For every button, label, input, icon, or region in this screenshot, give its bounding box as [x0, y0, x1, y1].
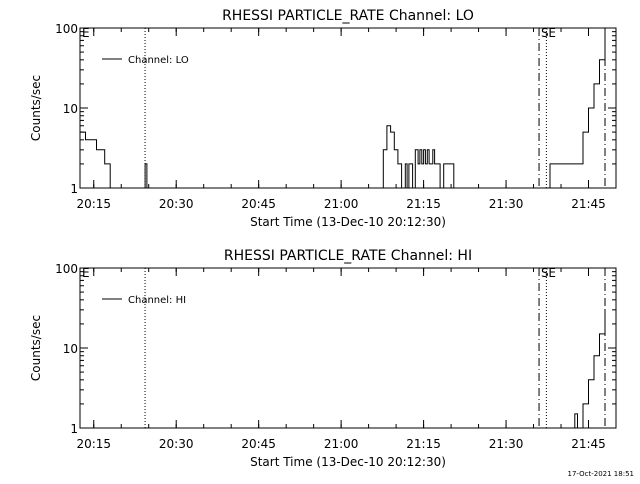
x-tick-label-1-1: 20:30	[159, 437, 194, 451]
x-tick-label-0-6: 21:45	[571, 197, 606, 211]
x-tick-label-0-4: 21:15	[406, 197, 441, 211]
event-marker-label-0-0: E	[82, 26, 90, 40]
x-tick-label-1-5: 21:30	[489, 437, 524, 451]
x-axis-label-1: Start Time (13-Dec-10 20:12:30)	[250, 455, 446, 469]
event-marker-label-0-2: S	[541, 26, 549, 40]
event-marker-label-1-3: E	[548, 266, 556, 280]
event-marker-label-1-0: E	[82, 266, 90, 280]
chart-title-0: RHESSI PARTICLE_RATE Channel: LO	[222, 8, 474, 24]
chart-title-1: RHESSI PARTICLE_RATE Channel: HI	[224, 248, 472, 264]
x-tick-label-1-0: 20:15	[76, 437, 111, 451]
y-tick-label-1-2: 100	[55, 262, 78, 276]
y-axis-label-0: Counts/sec	[29, 75, 43, 141]
legend-label-0: Channel: LO	[128, 55, 189, 66]
event-marker-label-0-3: E	[548, 26, 556, 40]
plot-frame-0	[79, 27, 617, 189]
plot-frame-1	[79, 267, 617, 429]
event-marker-label-1-2: S	[541, 266, 549, 280]
x-tick-label-0-5: 21:30	[489, 197, 524, 211]
x-tick-label-1-3: 21:00	[324, 437, 359, 451]
y-tick-label-1-0: 1	[70, 422, 78, 436]
x-tick-label-1-6: 21:45	[571, 437, 606, 451]
series-line-0-0	[80, 35, 606, 188]
y-tick-label-1-1: 10	[63, 342, 78, 356]
x-tick-label-1-2: 20:45	[241, 437, 276, 451]
x-axis-label-0: Start Time (13-Dec-10 20:12:30)	[250, 215, 446, 229]
x-tick-label-0-1: 20:30	[159, 197, 194, 211]
y-tick-label-0-0: 1	[70, 182, 78, 196]
y-tick-label-0-2: 100	[55, 22, 78, 36]
x-tick-label-0-2: 20:45	[241, 197, 276, 211]
y-axis-label-1: Counts/sec	[29, 315, 43, 381]
x-tick-label-0-0: 20:15	[76, 197, 111, 211]
footer-timestamp: 17-Oct-2021 18:51	[567, 470, 634, 478]
x-tick-label-0-3: 21:00	[324, 197, 359, 211]
y-tick-label-0-1: 10	[63, 102, 78, 116]
legend-label-1: Channel: HI	[128, 295, 186, 306]
series-line-1-0	[572, 309, 606, 428]
x-tick-label-1-4: 21:15	[406, 437, 441, 451]
